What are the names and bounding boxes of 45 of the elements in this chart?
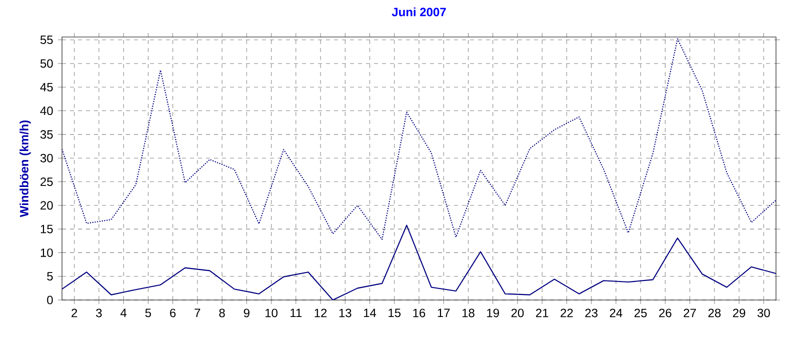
x-tick-label: 6 — [170, 308, 176, 318]
x-tick-label: 30 — [757, 308, 770, 318]
chart-title: Juni 2007 — [392, 7, 446, 16]
line-series — [62, 224, 776, 300]
x-tick-label: 15 — [388, 308, 401, 318]
line-series — [62, 38, 776, 240]
x-tick-label: 20 — [511, 308, 524, 318]
x-tick-label: 2 — [72, 308, 78, 318]
y-tick-label: 55 — [40, 36, 53, 44]
y-tick-label: 50 — [40, 59, 53, 68]
x-tick-label: 16 — [413, 308, 426, 318]
x-tick-label: 27 — [684, 308, 696, 318]
y-tick-label: 10 — [40, 248, 53, 257]
x-tick-label: 21 — [536, 308, 548, 318]
x-tick-label: 25 — [634, 308, 647, 318]
x-tick-label: 23 — [585, 308, 598, 318]
x-tick-label: 11 — [290, 308, 302, 317]
x-tick-label: 19 — [487, 308, 499, 318]
x-tick-label: 9 — [244, 308, 250, 318]
x-tick-label: 29 — [733, 308, 746, 318]
x-tick-label: 7 — [194, 308, 200, 317]
y-tick-label: 15 — [40, 224, 53, 234]
x-tick-label: 26 — [659, 308, 672, 318]
y-tick-label: 30 — [40, 154, 53, 162]
y-tick-label: 25 — [40, 177, 53, 186]
y-tick-label: 45 — [40, 82, 53, 92]
x-tick-label: 12 — [314, 308, 327, 318]
y-tick-label: 35 — [40, 130, 53, 139]
x-tick-label: 28 — [708, 308, 721, 318]
y-tick-label: 5 — [47, 272, 53, 281]
x-tick-label: 22 — [560, 308, 573, 318]
x-tick-label: 3 — [96, 308, 102, 318]
x-tick-label: 4 — [120, 308, 127, 317]
x-tick-label: 24 — [610, 308, 622, 318]
y-axis-title: Windböen (km/h) — [20, 120, 31, 218]
x-tick-label: 10 — [266, 308, 278, 318]
y-tick-label: 20 — [40, 201, 53, 210]
x-tick-label: 18 — [462, 308, 474, 318]
y-tick-label: 0 — [47, 296, 53, 304]
y-tick-label: 40 — [40, 106, 53, 116]
x-tick-label: 17 — [438, 308, 450, 317]
x-tick-label: 5 — [145, 308, 152, 318]
x-tick-label: 8 — [219, 308, 225, 318]
x-tick-label: 13 — [339, 308, 352, 318]
x-tick-label: 14 — [364, 308, 376, 317]
